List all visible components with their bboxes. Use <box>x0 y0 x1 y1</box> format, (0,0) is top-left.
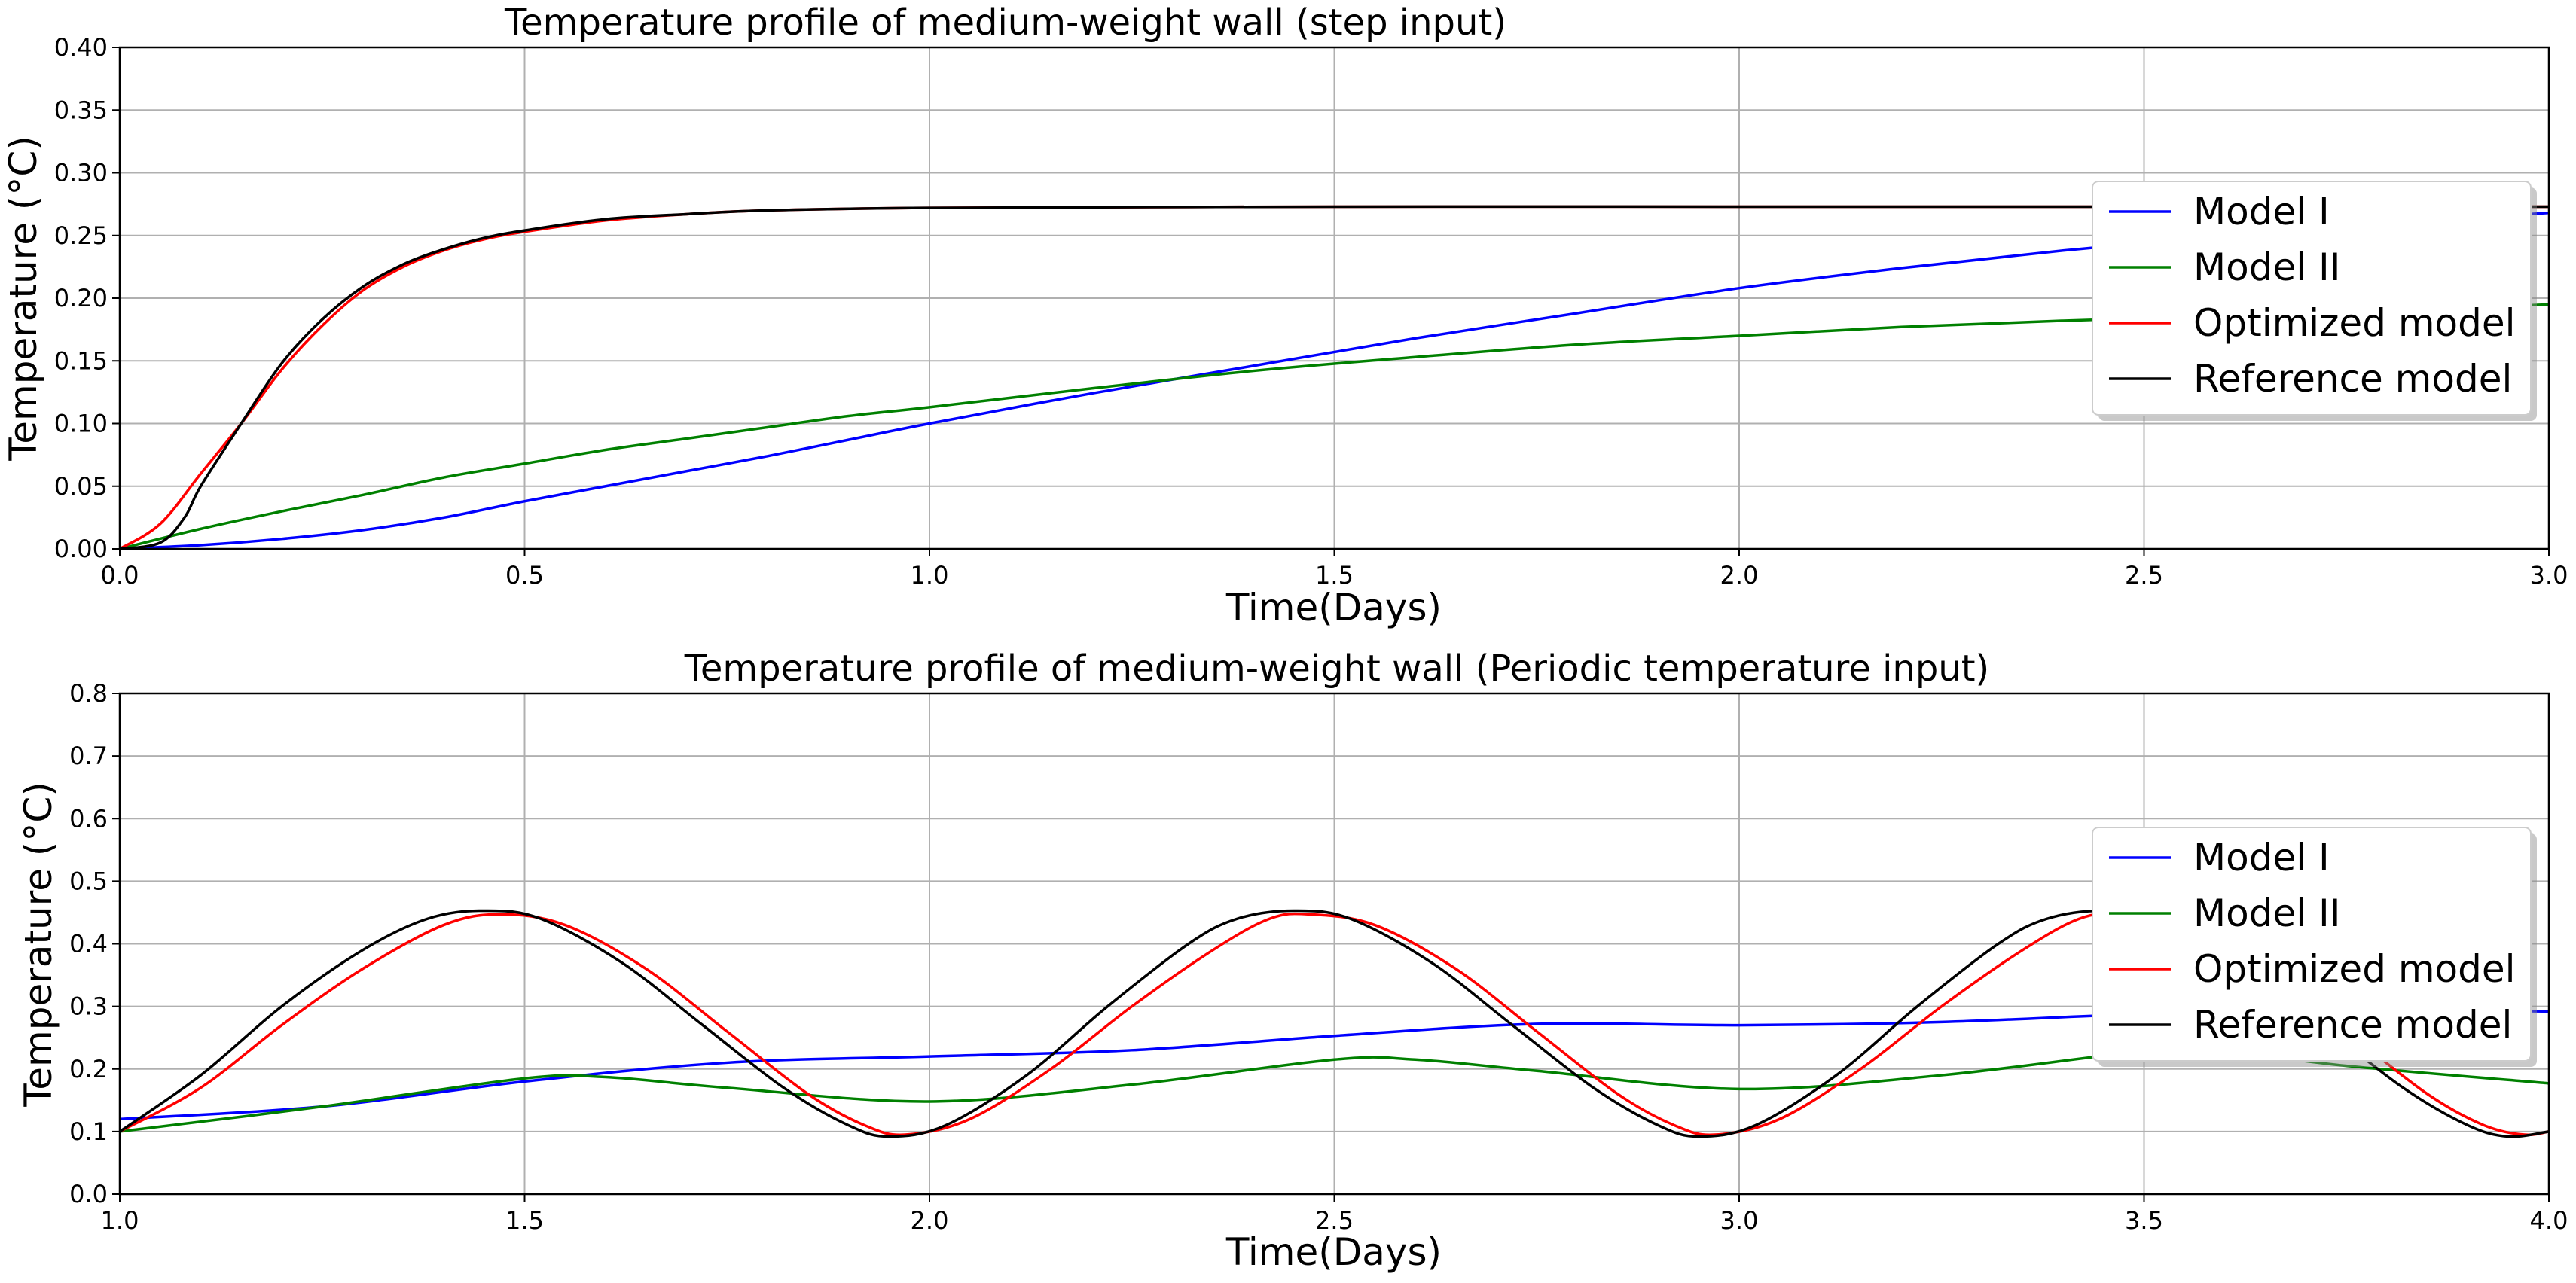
x-axis-label: Time(Days) <box>1225 586 1442 629</box>
y-tick-label: 0.30 <box>54 159 108 187</box>
x-tick-label: 1.0 <box>101 1206 139 1235</box>
x-tick-label: 2.5 <box>1315 1206 1354 1235</box>
x-tick-label: 1.0 <box>911 561 949 590</box>
x-axis-label: Time(Days) <box>1225 1230 1442 1274</box>
y-tick-label: 0.1 <box>69 1117 108 1146</box>
y-tick-label: 0.25 <box>54 221 108 250</box>
x-tick-label: 3.0 <box>1720 1206 1759 1235</box>
chart-title: Temperature profile of medium-weight wal… <box>684 648 1990 690</box>
legend: Model I Model II Optimized model Reference … <box>2092 181 2537 421</box>
y-tick-label: 0.3 <box>69 992 108 1021</box>
legend-label-model-i: Model I <box>2193 190 2330 233</box>
legend-box <box>2092 827 2532 1062</box>
y-tick-label: 0.8 <box>69 679 108 708</box>
x-tick-label: 0.5 <box>505 561 544 590</box>
y-tick-label: 0.5 <box>69 867 108 895</box>
x-tick-label: 1.5 <box>505 1206 544 1235</box>
legend: Model I Model II Optimized model Reference … <box>2092 827 2537 1067</box>
y-tick-label: 0.2 <box>69 1055 108 1083</box>
y-tick-label: 0.00 <box>54 535 108 563</box>
y-tick-label: 0.4 <box>69 930 108 958</box>
x-tick-label: 2.0 <box>1720 561 1759 590</box>
y-tick-label: 0.15 <box>54 346 108 375</box>
x-tick-label: 1.5 <box>1315 561 1354 590</box>
y-tick-label: 0.35 <box>54 96 108 124</box>
y-tick-label: 0.6 <box>69 804 108 833</box>
y-tick-label: 0.10 <box>54 410 108 438</box>
x-tick-label: 4.0 <box>2530 1206 2568 1235</box>
legend-label-model-ii: Model II <box>2193 891 2341 935</box>
legend-box <box>2092 181 2532 416</box>
x-ticks: 1.0 1.5 2.0 2.5 3.0 3.5 4.0 <box>101 1194 2568 1235</box>
y-tick-label: 0.05 <box>54 472 108 501</box>
legend-label-model-ii: Model II <box>2193 245 2341 289</box>
chart-periodic-input: Temperature profile of medium-weight wal… <box>17 648 2568 1274</box>
series-line-model-i <box>119 212 2550 550</box>
series-line-reference-model <box>119 205 2549 550</box>
legend-label-reference-model: Reference model <box>2193 357 2512 401</box>
x-tick-label: 2.0 <box>911 1206 949 1235</box>
series-line-model-ii <box>119 303 2550 550</box>
x-tick-label: 0.0 <box>101 561 139 590</box>
y-tick-label: 0.40 <box>54 33 108 62</box>
y-axis-label: Temperature (°C) <box>2 136 45 462</box>
chart-title: Temperature profile of medium-weight wal… <box>504 2 1506 44</box>
x-ticks: 0.0 0.5 1.0 1.5 2.0 2.5 3.0 <box>101 549 2568 590</box>
chart-step-input: Temperature profile of medium-weight wal… <box>2 2 2568 629</box>
legend-label-reference-model: Reference model <box>2193 1003 2512 1047</box>
y-axis-label: Temperature (°C) <box>17 782 60 1108</box>
y-tick-label: 0.7 <box>69 742 108 770</box>
y-ticks: 0.0 0.1 0.2 0.3 0.4 0.5 0.6 0.7 0.8 <box>69 679 120 1208</box>
legend-label-optimized-model: Optimized model <box>2193 301 2516 345</box>
y-tick-label: 0.0 <box>69 1180 108 1208</box>
series-lines <box>119 205 2550 550</box>
x-tick-label: 3.0 <box>2530 561 2568 590</box>
y-ticks: 0.00 0.05 0.10 0.15 0.20 0.25 0.30 0.35 0.40 <box>54 33 120 563</box>
x-tick-label: 2.5 <box>2125 561 2163 590</box>
legend-label-optimized-model: Optimized model <box>2193 947 2516 991</box>
y-tick-label: 0.20 <box>54 284 108 312</box>
legend-label-model-i: Model I <box>2193 836 2330 879</box>
x-tick-label: 3.5 <box>2125 1206 2163 1235</box>
